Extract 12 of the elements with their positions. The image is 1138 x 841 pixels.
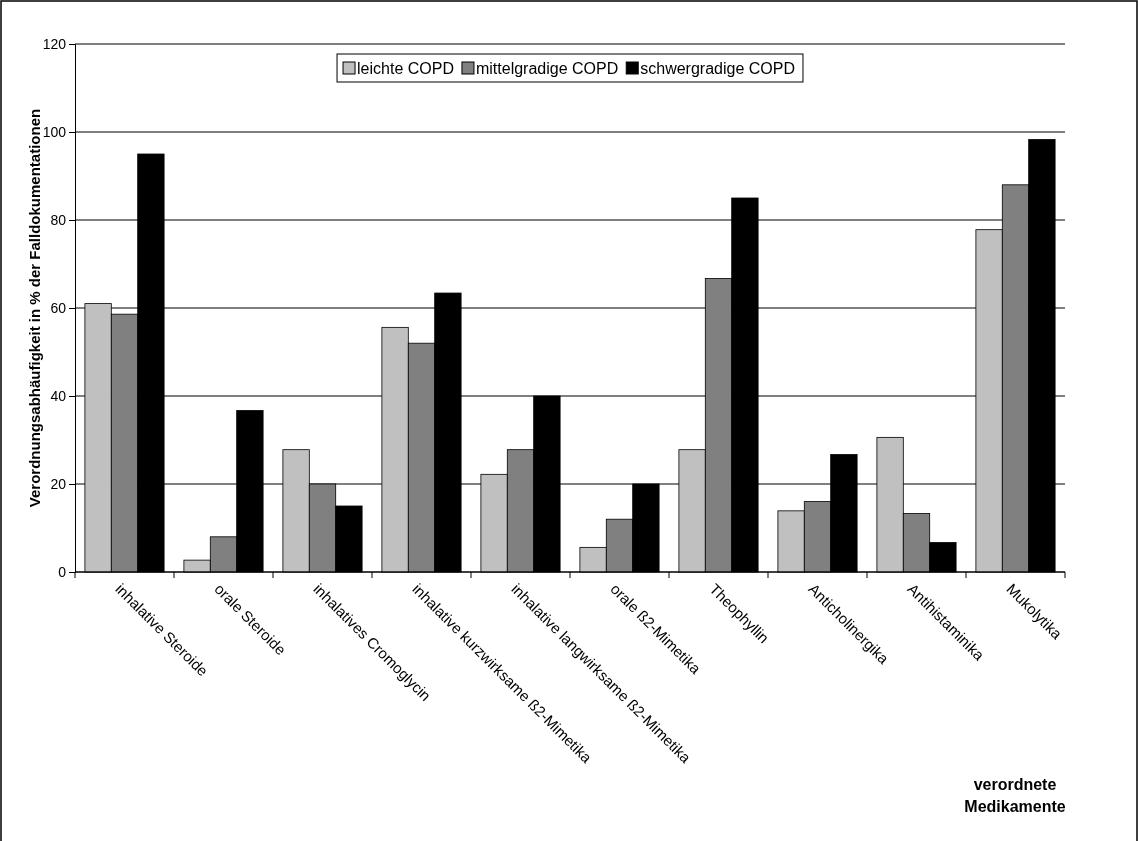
x-axis-title: verordnete Medikamente xyxy=(964,776,1066,815)
legend-label: leichte COPD xyxy=(357,60,454,77)
y-tick-label: 100 xyxy=(42,123,67,140)
y-axis-title: Verordnungsabhäufigkeit in % der Falldokumentationen xyxy=(26,108,43,508)
legend-label: schwergradige COPD xyxy=(640,60,795,77)
y-tick-label: 120 xyxy=(42,35,67,52)
y-tick-label: 0 xyxy=(58,563,67,580)
y-tick-label: 80 xyxy=(50,211,67,228)
y-tick-label: 20 xyxy=(50,475,67,492)
legend-label: mittelgradige COPD xyxy=(475,60,619,77)
y-tick-label: 60 xyxy=(50,299,67,316)
y-tick-label: 40 xyxy=(50,387,67,404)
